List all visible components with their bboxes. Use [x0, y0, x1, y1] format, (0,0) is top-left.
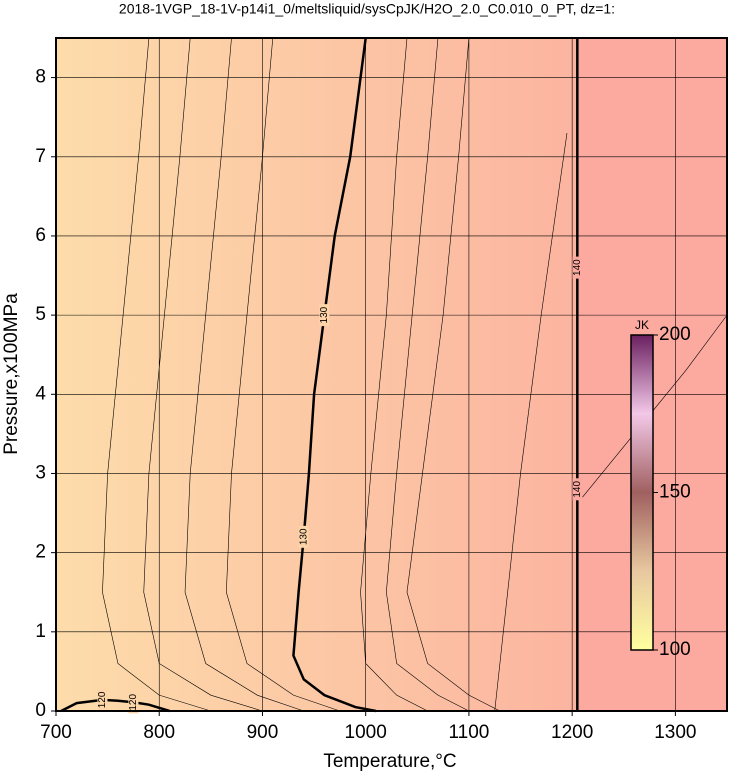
x-tick-label: 700	[40, 722, 72, 743]
contour-line-thin	[386, 37, 470, 712]
contour-label-bg	[97, 688, 108, 711]
plot-frame	[55, 37, 728, 712]
contour-line-thin	[184, 37, 304, 712]
contour-label-bg	[572, 478, 583, 501]
colorbar-tick-label: 100	[659, 639, 691, 660]
y-tick-label: 1	[35, 621, 46, 642]
contour-label-bg	[572, 256, 583, 279]
contour-label-bg	[128, 691, 139, 714]
contour-label: 120	[97, 691, 108, 708]
y-tick-label: 0	[35, 700, 46, 721]
contour-label: 130	[298, 528, 309, 545]
x-tick-label: 1100	[448, 722, 489, 743]
x-tick-label: 1000	[345, 722, 387, 743]
y-tick-label: 2	[35, 542, 46, 563]
contour-line	[60, 698, 170, 713]
x-tick-label: 900	[247, 722, 279, 743]
contour-label-bg	[319, 304, 330, 327]
contour-line-thin	[406, 37, 501, 712]
contour-line-thin	[143, 37, 263, 712]
colorbar-tick-label: 200	[659, 324, 691, 345]
contour-line-thin	[582, 314, 728, 498]
contour-label: 140	[572, 259, 583, 276]
colorbar-tick-label: 150	[659, 482, 691, 503]
y-tick-label: 5	[35, 304, 46, 325]
y-axis-label: Pressure,x100MPa	[1, 293, 22, 455]
x-tick-label: 1200	[551, 722, 593, 743]
y-tick-label: 8	[35, 67, 46, 88]
y-tick-label: 7	[35, 146, 46, 167]
contour-label-bg	[298, 525, 309, 548]
y-tick-label: 6	[35, 225, 46, 246]
contour-line-thin	[360, 37, 428, 712]
contour-line-thin	[494, 132, 568, 712]
y-tick-label: 3	[35, 462, 46, 483]
y-tick-label: 4	[35, 383, 46, 404]
contour-label: 140	[572, 481, 583, 498]
x-tick-label: 1300	[654, 722, 696, 743]
x-tick-label: 800	[143, 722, 175, 743]
contour-line-thin	[102, 37, 211, 712]
contour-label: 120	[128, 694, 139, 711]
chart-title: 2018-1VGP_18-1V-p14i1_0/meltsliquid/sysC…	[119, 1, 615, 17]
colorbar-label: JK	[635, 318, 649, 332]
contour-label: 130	[319, 306, 330, 323]
contour-line-thin	[226, 37, 340, 712]
colorbar	[630, 334, 654, 651]
x-axis-label: Temperature,°C	[323, 751, 456, 772]
